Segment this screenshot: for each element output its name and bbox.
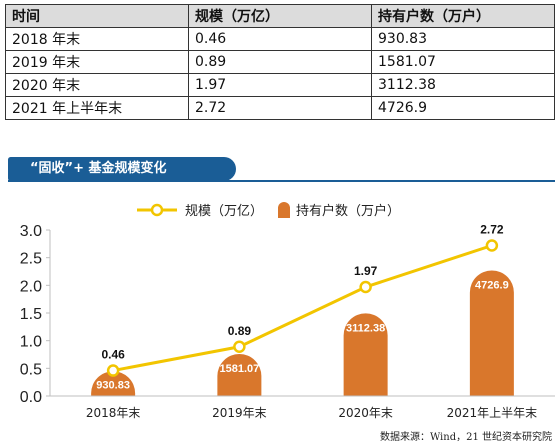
table-header-row: 时间 规模（万亿） 持有户数（万户）	[5, 4, 555, 28]
table-row: 2019 年末 0.89 1581.07	[5, 50, 555, 74]
y-tick-label: 3.0	[20, 223, 42, 240]
cell-scale: 2.72	[188, 96, 372, 120]
line-series: 0.46 0.89 1.97 2.72	[101, 222, 504, 377]
bar	[469, 270, 514, 396]
source-note: 数据来源：Wind，21 世纪资本研究院	[379, 432, 552, 443]
bar-data-label: 1581.07	[219, 363, 259, 375]
line-point	[106, 364, 120, 377]
line-data-label: 0.46	[101, 348, 125, 362]
legend-line-marker	[150, 203, 164, 217]
legend-bar-swatch	[278, 202, 290, 218]
y-axis: 0.0 0.5 1.0 1.5 2.0 2.5 3.0	[20, 223, 51, 406]
line-point	[233, 340, 246, 354]
line-point	[359, 280, 372, 294]
cell-time: 2021 年上半年末	[5, 96, 189, 120]
cell-holders: 930.83	[371, 27, 555, 51]
cell-time: 2018 年末	[5, 27, 189, 51]
series-line	[112, 244, 493, 373]
chart-title-banner: “固收”+ 基金规模变化	[8, 157, 236, 181]
cell-scale: 0.89	[188, 50, 372, 74]
table-row: 2020 年末 1.97 3112.38	[5, 73, 555, 97]
bar	[217, 354, 262, 396]
cell-time: 2019 年末	[5, 50, 189, 74]
header-time: 时间	[5, 4, 189, 28]
x-tick-label: 2020年末	[338, 406, 393, 420]
cell-holders: 1581.07	[371, 50, 555, 74]
combo-chart: 规模（万亿） 持有户数（万户） 0.0 0.5 1.0 1.5 2.0 2.5 3.0 930…	[20, 202, 555, 420]
bar-data-label: 3112.38	[346, 322, 385, 334]
y-tick-label: 2.5	[20, 251, 42, 268]
legend-line-label: 规模（万亿）	[185, 204, 263, 219]
line-data-label: 2.72	[480, 222, 504, 236]
chart-legend: 规模（万亿） 持有户数（万户）	[137, 202, 400, 219]
bar-data-label: 4726.9	[475, 279, 509, 291]
table-row: 2021 年上半年末 2.72 4726.9	[5, 96, 555, 120]
y-tick-label: 0.0	[20, 389, 42, 406]
cell-time: 2020 年末	[5, 73, 189, 97]
x-tick-label: 2019年末	[212, 406, 267, 420]
header-scale: 规模（万亿）	[188, 4, 372, 28]
y-tick-label: 2.0	[20, 278, 42, 295]
x-axis: 2018年末 2019年末 2020年末 2021年上半年末	[50, 395, 555, 420]
table-row: 2018 年末 0.46 930.83	[5, 27, 555, 51]
y-tick-label: 1.0	[20, 334, 42, 351]
x-tick-label: 2018年末	[86, 406, 141, 420]
bar	[343, 313, 388, 396]
bar	[91, 371, 136, 396]
line-data-label: 1.97	[354, 264, 378, 278]
cell-scale: 1.97	[188, 73, 372, 97]
bar-series: 930.83 1581.07 3112.38 4726.9	[91, 270, 514, 396]
y-tick-label: 1.5	[20, 306, 42, 323]
line-data-label: 0.89	[228, 324, 252, 338]
legend-bar-label: 持有户数（万户）	[296, 203, 400, 219]
banner-divider	[8, 180, 555, 182]
cell-holders: 4726.9	[371, 96, 555, 120]
cell-scale: 0.46	[188, 27, 372, 51]
y-tick-label: 0.5	[20, 361, 42, 378]
line-point	[485, 239, 499, 252]
x-tick-label: 2021年上半年末	[447, 406, 538, 420]
cell-holders: 3112.38	[371, 73, 555, 97]
bar-data-label: 930.83	[96, 380, 130, 392]
header-holders: 持有户数（万户）	[371, 4, 555, 28]
data-table: 时间 规模（万亿） 持有户数（万户） 2018 年末 0.46 930.83 2…	[5, 4, 555, 120]
